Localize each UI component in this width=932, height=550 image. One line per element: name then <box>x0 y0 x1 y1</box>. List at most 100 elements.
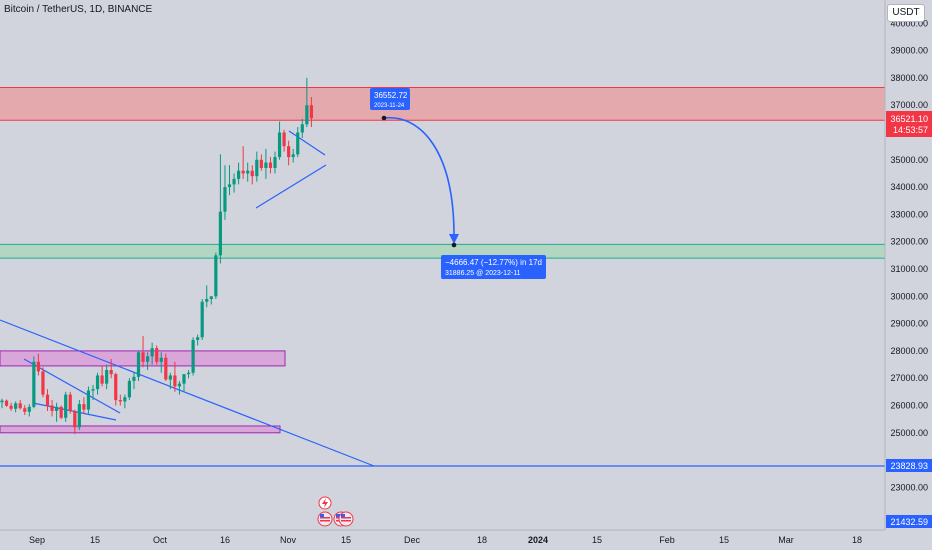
candle-body[interactable] <box>105 370 109 384</box>
candle-body[interactable] <box>91 389 95 391</box>
candle-body[interactable] <box>177 383 182 387</box>
candle-body[interactable] <box>32 361 36 407</box>
candle-body[interactable] <box>109 370 113 375</box>
candle-body[interactable] <box>250 170 254 177</box>
candle-body[interactable] <box>127 380 131 398</box>
currency-button[interactable]: USDT <box>887 4 925 22</box>
candle-body[interactable] <box>73 410 77 428</box>
candle-body[interactable] <box>173 375 177 387</box>
price-axis-tick: 25000.00 <box>890 428 928 438</box>
price-axis-tick: 28000.00 <box>890 346 928 356</box>
candle-body[interactable] <box>82 404 86 410</box>
candle-body[interactable] <box>255 159 259 177</box>
candle-body[interactable] <box>50 405 54 411</box>
candle-body[interactable] <box>14 403 18 409</box>
current-price-tag <box>886 111 932 137</box>
candle-body[interactable] <box>305 105 309 125</box>
descending-trendline <box>0 319 375 467</box>
time-axis-tick: Feb <box>659 535 675 545</box>
start-price-label: 36552.72 <box>374 91 408 100</box>
candle-body[interactable] <box>300 124 304 133</box>
candle-body[interactable] <box>205 299 209 302</box>
candle-body[interactable] <box>291 154 295 158</box>
candle-body[interactable] <box>123 397 127 402</box>
candle-body[interactable] <box>41 371 45 395</box>
candle-body[interactable] <box>246 170 250 174</box>
event-icons[interactable] <box>317 496 354 527</box>
time-axis-tick: Nov <box>280 535 297 545</box>
candle-body[interactable] <box>27 406 31 412</box>
candle-body[interactable] <box>277 132 282 158</box>
projection-curve <box>383 116 455 241</box>
time-axis-tick: Sep <box>29 535 45 545</box>
candle-body[interactable] <box>0 400 4 403</box>
level-tag-1 <box>886 459 932 472</box>
candle-body[interactable] <box>287 146 291 158</box>
candle-body[interactable] <box>309 105 313 119</box>
candle-body[interactable] <box>282 132 286 147</box>
candle-body[interactable] <box>45 394 50 406</box>
candle-body[interactable] <box>95 375 100 390</box>
level-tag-2 <box>886 515 932 528</box>
projection-end-point <box>451 242 457 248</box>
candle-body[interactable] <box>296 132 300 155</box>
candle-body[interactable] <box>64 394 68 418</box>
candle-body[interactable] <box>77 404 81 428</box>
price-axis-tick: 40000.00 <box>890 18 928 28</box>
candle-body[interactable] <box>241 170 245 174</box>
candle-body[interactable] <box>191 339 195 373</box>
candle-body[interactable] <box>4 400 9 406</box>
candle-body[interactable] <box>141 352 145 362</box>
candle-body[interactable] <box>86 390 91 410</box>
candle-body[interactable] <box>182 374 186 384</box>
candle-body[interactable] <box>200 301 204 338</box>
candle-body[interactable] <box>273 157 277 168</box>
candle-body[interactable] <box>227 184 232 188</box>
candle-body[interactable] <box>168 375 172 380</box>
candle-body[interactable] <box>132 376 136 381</box>
candle-body[interactable] <box>232 178 236 185</box>
candle-body[interactable] <box>68 394 72 411</box>
candle-body[interactable] <box>196 337 200 340</box>
candle-body[interactable] <box>36 361 40 372</box>
flag-stripe <box>320 517 330 519</box>
candle-body[interactable] <box>223 187 227 212</box>
candle-body[interactable] <box>209 296 213 300</box>
candle-body[interactable] <box>159 357 163 362</box>
lightning-bolt-glyph <box>322 498 328 508</box>
resistance-zone <box>0 87 885 121</box>
candle-body[interactable] <box>268 162 273 168</box>
candle-body[interactable] <box>186 372 191 375</box>
candle-body[interactable] <box>136 352 141 377</box>
candle-body[interactable] <box>259 159 263 168</box>
candle-body[interactable] <box>59 406 63 418</box>
candle-body[interactable] <box>118 400 122 402</box>
candle-body[interactable] <box>150 348 154 357</box>
time-axis-tick: Oct <box>153 535 168 545</box>
candle-body[interactable] <box>146 356 150 362</box>
flag-stripe <box>341 517 351 519</box>
level-value-1: 23828.93 <box>890 461 928 471</box>
start-label-box <box>370 88 410 110</box>
price-axis-tick: 29000.00 <box>890 319 928 329</box>
price-axis-tick: 32000.00 <box>890 237 928 247</box>
candle-body[interactable] <box>218 211 222 256</box>
price-axis-tick: 33000.00 <box>890 209 928 219</box>
pennant-lower-line <box>255 164 327 209</box>
time-axis-tick: 18 <box>852 535 862 545</box>
candle-body[interactable] <box>164 357 168 380</box>
candle-body[interactable] <box>264 162 268 168</box>
time-axis-tick: 16 <box>220 535 230 545</box>
candle-body[interactable] <box>100 375 104 384</box>
time-axis-tick: 15 <box>592 535 602 545</box>
candle-body[interactable] <box>55 406 59 411</box>
candle-body[interactable] <box>237 170 241 179</box>
candle-body[interactable] <box>114 374 118 401</box>
symbol-title: Bitcoin / TetherUS, 1D, BINANCE <box>4 4 153 15</box>
candle-body[interactable] <box>23 408 27 412</box>
candle-body[interactable] <box>214 255 218 297</box>
candle-body[interactable] <box>9 405 13 409</box>
candle-body[interactable] <box>155 348 159 362</box>
candle-body[interactable] <box>18 403 22 409</box>
